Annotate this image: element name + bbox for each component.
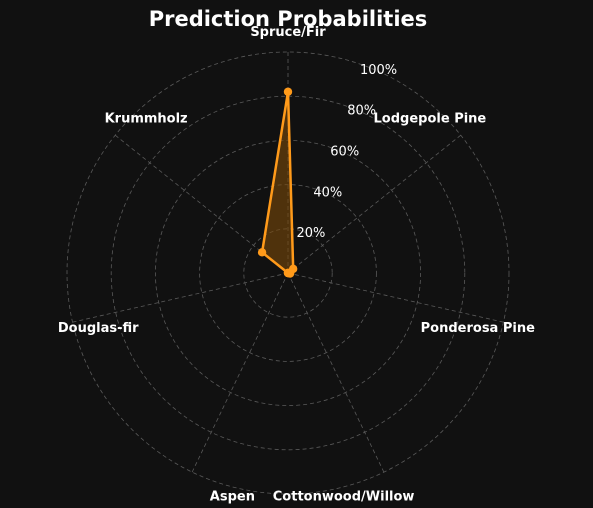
grid-circle-5 — [66, 51, 510, 495]
radar-grid — [66, 51, 510, 495]
tick-label-3: 60% — [330, 144, 359, 159]
category-labels: Spruce/Fir Lodgepole Pine Ponderosa Pine Co… — [58, 25, 535, 504]
spoke-2 — [287, 134, 462, 274]
series-area — [260, 90, 295, 275]
radial-tick-labels: 20% 40% 60% 80% 100% — [296, 63, 397, 241]
spoke-6 — [72, 272, 289, 323]
tick-label-1: 20% — [296, 226, 325, 241]
chart-title: Prediction Probabilities — [149, 7, 428, 31]
grid-circle-4 — [110, 95, 466, 451]
data-point-6 — [283, 268, 293, 278]
spoke-4 — [287, 272, 385, 473]
data-point-7 — [257, 248, 267, 257]
radar-series — [257, 87, 298, 278]
category-label-6: Douglas-fir — [58, 321, 139, 336]
tick-label-2: 40% — [313, 185, 342, 200]
category-label-1: Spruce/Fir — [250, 25, 326, 40]
category-label-5: Aspen — [210, 489, 255, 504]
category-label-3: Ponderosa Pine — [421, 321, 535, 336]
category-label-7: Krummholz — [105, 111, 188, 126]
category-label-4: Cottonwood/Willow — [273, 489, 415, 504]
tick-label-4: 80% — [347, 104, 376, 119]
spoke-5 — [191, 272, 289, 473]
grid-circle-1 — [243, 228, 333, 318]
data-point-1 — [283, 87, 293, 96]
spoke-3 — [287, 272, 504, 323]
tick-label-5: 100% — [360, 63, 397, 78]
category-label-2: Lodgepole Pine — [374, 111, 487, 126]
